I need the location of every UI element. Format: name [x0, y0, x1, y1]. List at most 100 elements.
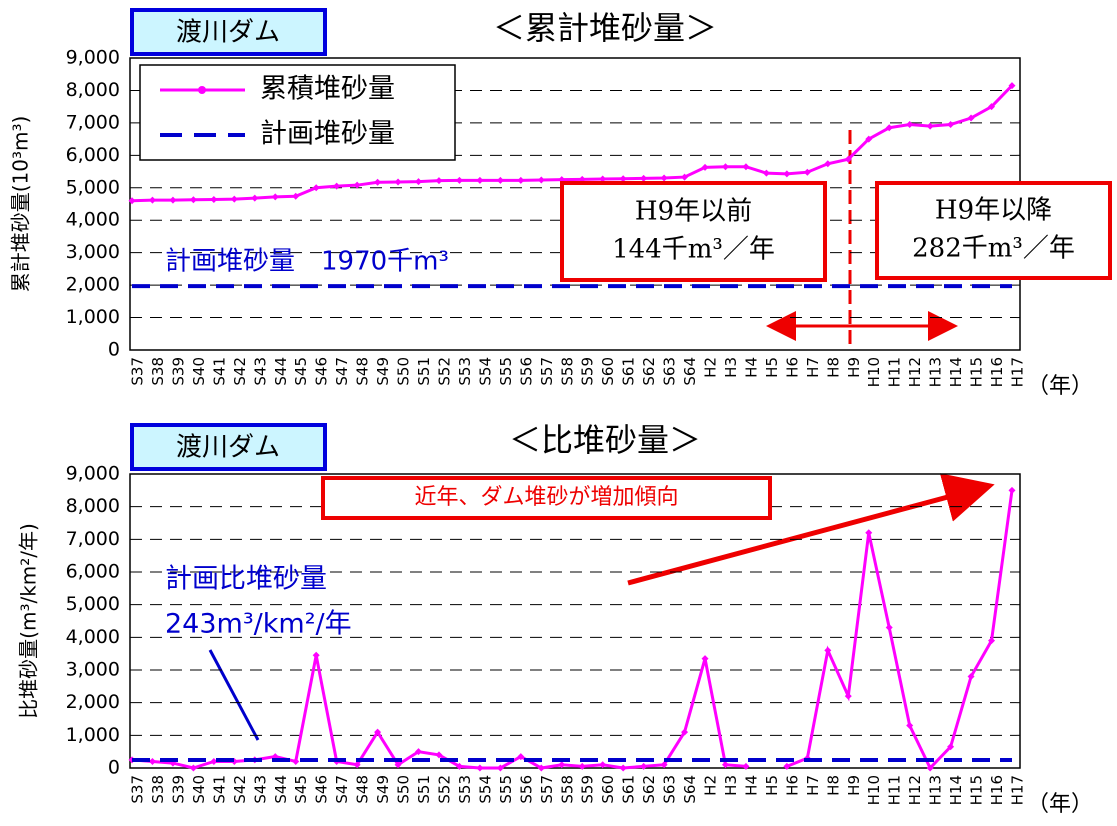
- dam-label: 渡川ダム: [176, 18, 280, 48]
- data-point: [803, 168, 811, 176]
- y-tick-label: 1,000: [66, 306, 120, 328]
- x-tick-label: H9: [845, 357, 863, 378]
- x-tick-label: S37: [129, 357, 147, 386]
- data-point: [374, 728, 382, 736]
- data-point: [885, 124, 893, 132]
- x-axis-unit: （年）: [1027, 792, 1093, 817]
- x-tick-label: S51: [415, 357, 433, 386]
- x-tick-label: S40: [190, 357, 208, 386]
- x-tick-label: S37: [129, 775, 147, 804]
- x-tick-label: H2: [702, 775, 720, 796]
- data-point: [762, 169, 770, 177]
- y-tick-label: 1,000: [66, 724, 120, 746]
- x-tick-label: S48: [354, 775, 372, 804]
- x-tick-label: H15: [968, 357, 986, 387]
- y-tick-label: 9,000: [66, 47, 120, 69]
- x-tick-label: H5: [763, 357, 781, 378]
- x-tick-label: S59: [579, 357, 597, 386]
- data-point: [701, 655, 709, 663]
- x-tick-label: S52: [435, 775, 453, 804]
- x-tick-label: H11: [886, 775, 904, 805]
- x-tick-label: S61: [620, 357, 638, 386]
- data-point: [640, 174, 648, 182]
- data-point: [435, 177, 443, 185]
- data-point: [578, 762, 586, 770]
- y-tick-label: 7,000: [66, 528, 120, 550]
- data-point: [865, 529, 873, 537]
- plot-area: [129, 473, 1021, 769]
- x-tick-label: S60: [599, 775, 617, 804]
- data-point: [721, 761, 729, 769]
- x-tick-label: S49: [374, 357, 392, 386]
- data-point: [496, 764, 504, 772]
- x-tick-label: S38: [149, 775, 167, 804]
- trend-arrow: [627, 473, 995, 586]
- y-tick-label: 2,000: [66, 691, 120, 713]
- data-point: [967, 114, 975, 122]
- x-tick-label: S58: [558, 775, 576, 804]
- x-tick-label: S56: [517, 775, 535, 804]
- x-tick-label: H8: [824, 775, 842, 796]
- y-tick-label: 9,000: [66, 463, 120, 485]
- x-tick-label: S60: [599, 357, 617, 386]
- legend-box: [139, 64, 456, 161]
- data-point: [558, 761, 566, 769]
- x-tick-label: H16: [988, 357, 1006, 387]
- x-tick-label: S54: [476, 357, 494, 386]
- x-tick-label: S62: [640, 775, 658, 804]
- x-tick-label: S51: [415, 775, 433, 804]
- annotation-text: 282千m³／年: [912, 233, 1075, 263]
- data-point: [906, 722, 914, 730]
- data-point: [169, 196, 177, 204]
- annotation-box: [321, 476, 772, 520]
- data-point: [926, 122, 934, 130]
- data-point: [824, 160, 832, 168]
- data-point: [394, 178, 402, 186]
- data-point: [619, 175, 627, 183]
- data-point: [681, 728, 689, 736]
- x-tick-label: S64: [681, 775, 699, 804]
- x-tick-label: H13: [927, 357, 945, 387]
- x-tick-label: H13: [927, 775, 945, 805]
- annotation-text: H9年以降: [935, 196, 1052, 226]
- x-tick-label: S42: [231, 357, 249, 386]
- data-point: [210, 195, 218, 203]
- x-tick-label: H16: [988, 775, 1006, 805]
- data-point: [517, 176, 525, 184]
- data-point: [210, 757, 218, 765]
- x-tick-label: S43: [251, 357, 269, 386]
- y-tick-label: 0: [108, 339, 120, 361]
- x-tick-label: S53: [456, 357, 474, 386]
- x-tick-label: S54: [476, 775, 494, 804]
- data-point: [988, 103, 996, 111]
- annotation-text: 243m³/km²/年: [165, 609, 352, 640]
- x-tick-label: S62: [640, 357, 658, 386]
- data-point: [435, 751, 443, 759]
- x-axis-unit: （年）: [1027, 374, 1093, 399]
- data-point: [353, 761, 361, 769]
- data-point: [824, 646, 832, 654]
- x-tick-label: S56: [517, 357, 535, 386]
- y-tick-label: 3,000: [66, 241, 120, 263]
- data-point: [537, 764, 545, 772]
- y-tick-label: 7,000: [66, 111, 120, 133]
- x-tick-label: H14: [947, 775, 965, 805]
- x-tick-label: H14: [947, 357, 965, 387]
- x-tick-label: S39: [169, 775, 187, 804]
- x-tick-label: S55: [497, 357, 515, 386]
- data-point: [640, 762, 648, 770]
- x-tick-label: S57: [538, 357, 556, 386]
- series-line: [131, 84, 1014, 203]
- data-point: [251, 194, 259, 202]
- annotation-text: 近年、ダム堆砂が増加傾向: [414, 485, 678, 510]
- x-tick-label: S50: [395, 357, 413, 386]
- data-point: [455, 762, 463, 770]
- data-point: [783, 170, 791, 178]
- data-point: [374, 178, 382, 186]
- x-tick-label: S46: [313, 775, 331, 804]
- y-tick-label: 6,000: [66, 561, 120, 583]
- data-point: [947, 121, 955, 129]
- y-tick-label: 4,000: [66, 626, 120, 648]
- x-tick-label: S53: [456, 775, 474, 804]
- x-tick-label: H7: [804, 357, 822, 378]
